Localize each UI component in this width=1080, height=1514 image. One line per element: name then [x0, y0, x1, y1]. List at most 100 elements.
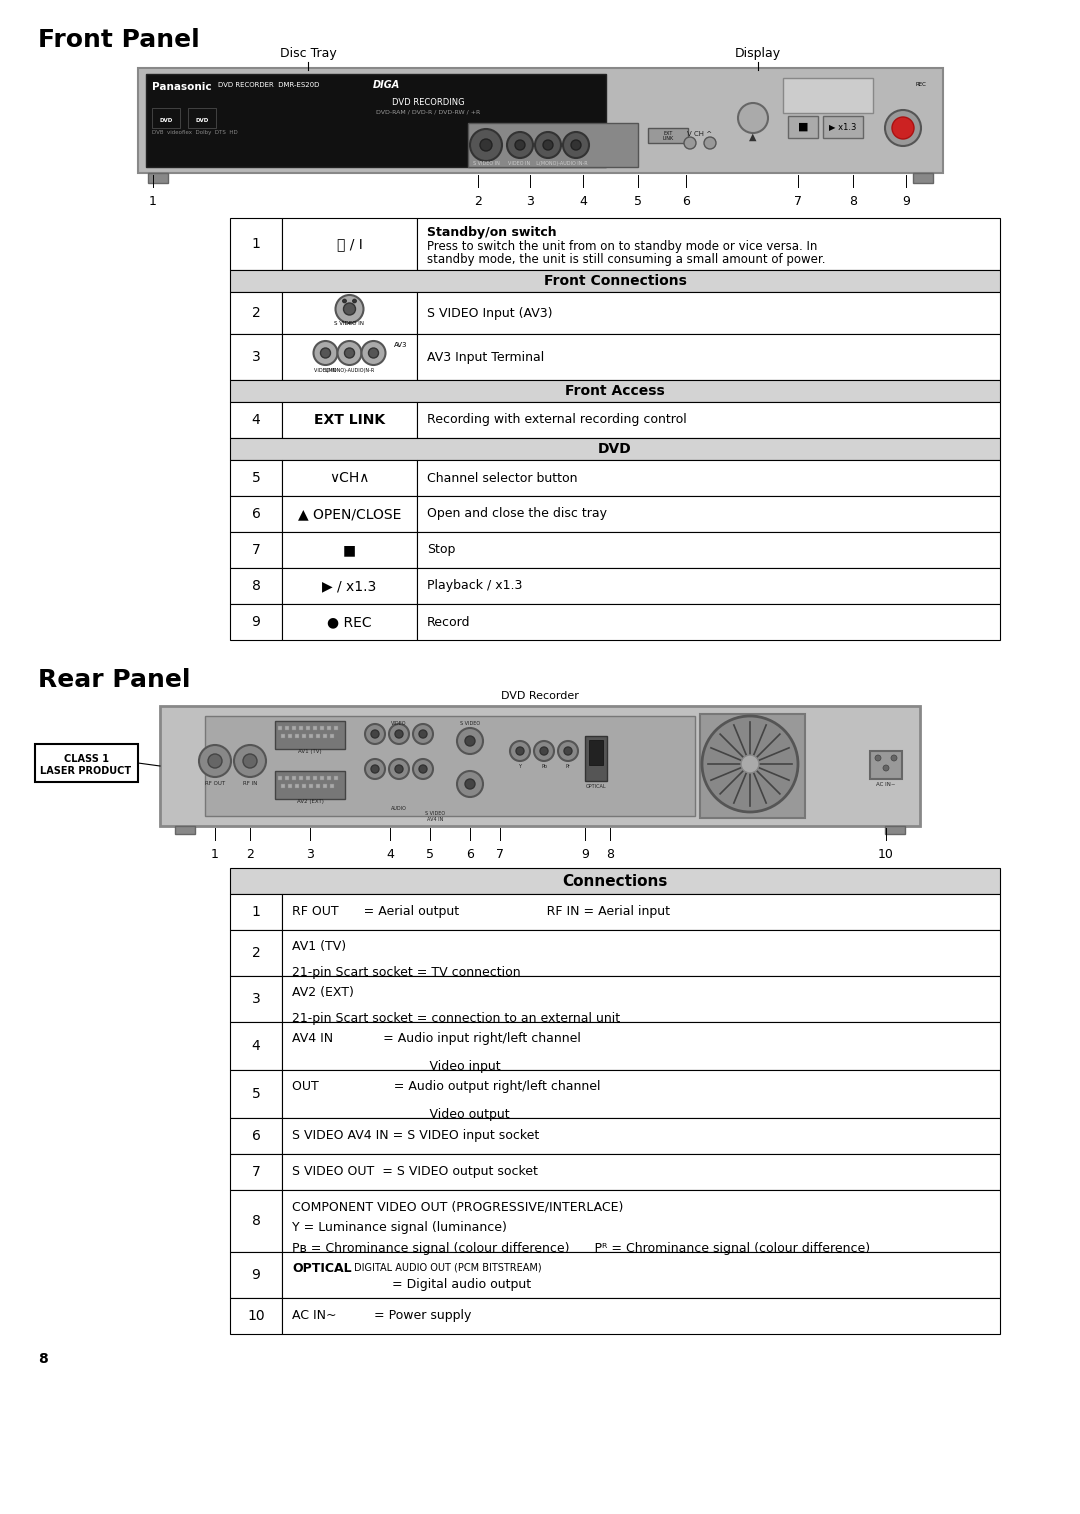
Text: AV3 Input Terminal: AV3 Input Terminal	[427, 351, 544, 363]
Bar	[823, 117, 863, 138]
Bar	[230, 497, 282, 531]
Circle shape	[243, 754, 257, 768]
Bar	[589, 740, 603, 765]
Circle shape	[413, 759, 433, 780]
Circle shape	[199, 745, 231, 777]
Circle shape	[395, 765, 403, 774]
Text: S VIDEO IN: S VIDEO IN	[473, 160, 499, 167]
Text: 21-pin Scart socket = connection to an external unit: 21-pin Scart socket = connection to an e…	[292, 1011, 620, 1025]
Bar	[282, 1022, 1000, 1070]
Text: Pʙ = Chrominance signal (colour difference)  Pᴿ = Chrominance signal (colour dif: Pʙ = Chrominance signal (colour differen…	[292, 1241, 870, 1255]
Circle shape	[534, 740, 554, 762]
Bar	[648, 129, 688, 142]
Bar	[230, 977, 282, 1022]
Text: S VIDEO OUT  = S VIDEO output socket: S VIDEO OUT = S VIDEO output socket	[292, 1166, 538, 1178]
Circle shape	[313, 341, 337, 365]
Text: 3: 3	[252, 350, 260, 363]
Text: DVD-RAM / DVD-R / DVD-RW / +R: DVD-RAM / DVD-R / DVD-RW / +R	[376, 111, 481, 115]
Circle shape	[507, 132, 534, 157]
Bar	[417, 460, 1000, 497]
Text: Front Access: Front Access	[565, 385, 665, 398]
Circle shape	[885, 111, 921, 145]
Bar	[292, 727, 296, 730]
Bar	[188, 107, 216, 129]
Bar	[306, 777, 310, 780]
Circle shape	[875, 755, 881, 762]
Text: Channel selector button: Channel selector button	[427, 471, 578, 484]
Text: AV1 (TV): AV1 (TV)	[292, 940, 346, 952]
Bar	[585, 736, 607, 781]
Text: 4: 4	[252, 413, 260, 427]
Text: 5: 5	[426, 848, 434, 861]
Text: RF OUT  = Aerial output       RF IN = Aerial input: RF OUT = Aerial output RF IN = Aerial in…	[292, 905, 670, 919]
Bar	[230, 380, 1000, 403]
Text: Display: Display	[734, 47, 781, 61]
Circle shape	[704, 136, 716, 148]
Circle shape	[891, 755, 897, 762]
Circle shape	[345, 348, 354, 357]
Circle shape	[564, 746, 572, 755]
Bar	[152, 107, 180, 129]
Bar	[230, 335, 282, 380]
Circle shape	[510, 740, 530, 762]
Text: AUDIO: AUDIO	[391, 805, 407, 812]
Text: 4: 4	[252, 1039, 260, 1054]
Text: 7: 7	[794, 195, 802, 207]
Text: AV3: AV3	[393, 342, 407, 348]
Circle shape	[352, 298, 356, 303]
Text: 8: 8	[252, 578, 260, 593]
Bar	[334, 777, 338, 780]
Bar	[468, 123, 638, 167]
Text: ▶ / x1.3: ▶ / x1.3	[322, 578, 377, 593]
Bar	[282, 218, 417, 269]
Text: ▲: ▲	[750, 132, 757, 142]
Bar	[282, 1070, 1000, 1117]
Circle shape	[342, 298, 347, 303]
Text: Video input: Video input	[292, 1060, 501, 1073]
Text: AV1 (TV): AV1 (TV)	[298, 749, 322, 754]
Bar	[205, 716, 696, 816]
Text: 1: 1	[211, 848, 219, 861]
Text: S VIDEO AV4 IN = S VIDEO input socket: S VIDEO AV4 IN = S VIDEO input socket	[292, 1129, 539, 1143]
Circle shape	[892, 117, 914, 139]
Circle shape	[563, 132, 589, 157]
Text: AV4 IN    = Audio input right/left channel: AV4 IN = Audio input right/left channel	[292, 1033, 581, 1045]
Bar	[334, 727, 338, 730]
Text: 9: 9	[252, 1269, 260, 1282]
Circle shape	[457, 771, 483, 796]
Text: 9: 9	[902, 195, 910, 207]
Bar	[417, 604, 1000, 640]
Bar	[138, 68, 943, 173]
Circle shape	[336, 295, 364, 322]
Circle shape	[419, 765, 427, 774]
Text: Press to switch the unit from on to standby mode or vice versa. In: Press to switch the unit from on to stan…	[427, 241, 818, 253]
Bar	[282, 604, 417, 640]
Circle shape	[465, 780, 475, 789]
Text: S VIDEO: S VIDEO	[460, 721, 481, 727]
Text: 3: 3	[252, 992, 260, 1005]
Bar	[302, 784, 306, 787]
Text: 1: 1	[252, 238, 260, 251]
Bar	[299, 727, 303, 730]
Text: 9: 9	[581, 848, 589, 861]
Bar	[327, 727, 330, 730]
Text: = Digital audio output: = Digital audio output	[292, 1278, 531, 1291]
Text: Front Connections: Front Connections	[543, 274, 687, 288]
Circle shape	[362, 341, 386, 365]
Bar	[282, 403, 417, 438]
Text: 5: 5	[634, 195, 642, 207]
Text: Video output: Video output	[292, 1108, 510, 1120]
Bar	[230, 930, 282, 977]
Bar	[313, 777, 318, 780]
Bar	[417, 568, 1000, 604]
Text: DVD RECORDER  DMR-ES20D: DVD RECORDER DMR-ES20D	[218, 82, 320, 88]
Circle shape	[337, 341, 362, 365]
Bar	[417, 497, 1000, 531]
Text: Pb: Pb	[541, 765, 546, 769]
Bar	[230, 292, 282, 335]
Bar	[230, 1070, 282, 1117]
Circle shape	[480, 139, 492, 151]
Text: L(MONO)-AUDIO(N-R: L(MONO)-AUDIO(N-R	[324, 368, 375, 372]
Circle shape	[465, 736, 475, 746]
Bar	[282, 1297, 1000, 1334]
